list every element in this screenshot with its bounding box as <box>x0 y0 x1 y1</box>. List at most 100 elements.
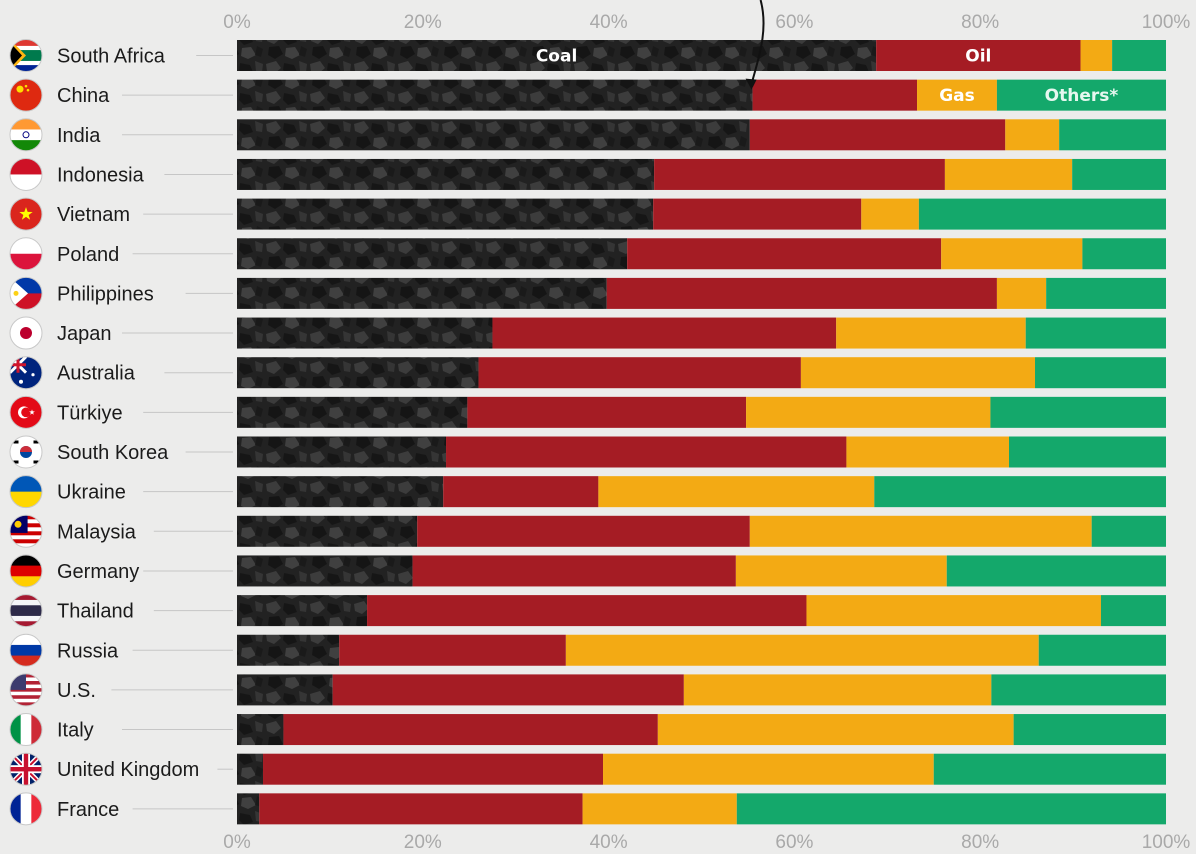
bar-oil-u-s <box>332 674 684 706</box>
row-ukraine: Ukraine <box>9 475 1166 509</box>
x-tick-top-2: 40% <box>590 12 628 33</box>
bar-coal-germany <box>237 555 413 587</box>
bar-gas-russia <box>565 634 1039 666</box>
country-label: Germany <box>57 561 139 583</box>
x-tick-bottom-2: 40% <box>590 832 628 853</box>
annotation-arrow-line <box>750 0 765 84</box>
bar-gas-india <box>1005 119 1060 151</box>
bar-others-ukraine <box>874 476 1166 508</box>
bar-oil-south-africa <box>876 40 1081 71</box>
row-russia: Russia <box>9 633 1166 667</box>
bar-gas-vietnam <box>861 198 919 230</box>
bar-oil-ukraine <box>443 476 599 508</box>
bar-others-china <box>996 79 1166 111</box>
bar-gas-germany <box>735 555 947 587</box>
row-japan: Japan <box>9 316 1166 350</box>
philippines-flag-icon <box>9 276 43 310</box>
bar-coal-south-africa <box>237 40 877 71</box>
bar-coal-u-s <box>237 674 333 706</box>
us-flag-icon <box>9 673 43 707</box>
bar-gas-italy <box>657 714 1014 746</box>
bar-oil-germany <box>412 555 736 587</box>
bar-others-t-rkiye <box>990 396 1166 428</box>
row-philippines: Philippines <box>9 276 1166 310</box>
row-t-rkiye: Türkiye <box>9 395 1166 429</box>
country-label: Italy <box>57 720 94 742</box>
vietnam-flag-icon <box>9 197 43 231</box>
bar-coal-malaysia <box>237 515 418 547</box>
russia-flag-icon <box>9 633 43 667</box>
bar-others-south-africa <box>1112 40 1166 71</box>
annotation-arrow-head <box>745 78 757 90</box>
row-united-kingdom: United Kingdom <box>9 752 1166 786</box>
bar-others-germany <box>946 555 1166 587</box>
country-label: Malaysia <box>57 521 137 543</box>
country-label: South Korea <box>57 442 169 464</box>
row-italy: Italy <box>9 713 1166 747</box>
indonesia-flag-icon <box>9 157 43 191</box>
bar-oil-united-kingdom <box>263 753 604 785</box>
bar-coal-france <box>237 793 260 825</box>
bar-coal-china <box>237 79 753 111</box>
bar-others-russia <box>1038 634 1166 666</box>
bar-coal-india <box>237 119 750 151</box>
country-label: Ukraine <box>57 482 126 504</box>
bar-coal-australia <box>237 357 479 389</box>
country-label: Japan <box>57 323 112 345</box>
thailand-flag-icon <box>9 594 43 628</box>
bar-gas-china <box>917 79 997 111</box>
bar-gas-indonesia <box>944 158 1073 190</box>
x-axis-top: 0% 20% 40% 60% 80% 100% <box>223 12 1190 33</box>
country-label: Russia <box>57 640 119 662</box>
x-tick-bottom-3: 60% <box>775 832 813 853</box>
bar-coal-poland <box>237 238 628 270</box>
segment-label-oil: Oil <box>965 47 991 67</box>
south-africa-flag-icon <box>9 39 43 72</box>
row-indonesia: Indonesia <box>9 157 1166 191</box>
row-china: China <box>9 78 1166 112</box>
china-flag-icon <box>9 78 43 112</box>
bar-gas-malaysia <box>749 515 1092 547</box>
bar-oil-poland <box>627 238 942 270</box>
row-thailand: Thailand <box>9 594 1166 628</box>
x-tick-top-3: 60% <box>775 12 813 33</box>
malaysia-flag-icon <box>9 514 43 548</box>
bar-gas-south-korea <box>846 436 1009 468</box>
bar-coal-thailand <box>237 595 368 627</box>
bar-coal-japan <box>237 317 493 349</box>
row-vietnam: Vietnam <box>9 197 1166 231</box>
south-korea-flag-icon <box>9 435 43 469</box>
bar-coal-t-rkiye <box>237 396 468 428</box>
bar-others-thailand <box>1100 595 1166 627</box>
bar-coal-indonesia <box>237 158 655 190</box>
bar-gas-ukraine <box>598 476 875 508</box>
bar-gas-south-africa <box>1080 40 1113 71</box>
bar-oil-russia <box>339 634 566 666</box>
row-u-s: U.S. <box>9 673 1166 707</box>
country-label: Vietnam <box>57 204 130 226</box>
x-tick-bottom-4: 80% <box>961 832 999 853</box>
country-label: Indonesia <box>57 164 145 186</box>
bar-gas-philippines <box>996 277 1047 309</box>
country-label: United Kingdom <box>57 759 199 781</box>
country-label: Thailand <box>57 601 134 623</box>
segment-label-gas: Gas <box>939 86 975 106</box>
bar-rows: South Africa China India Indonesia Vietnam Po… <box>9 39 1166 826</box>
row-south-korea: South Korea <box>9 435 1166 469</box>
row-india: India <box>9 118 1166 152</box>
bar-others-poland <box>1082 238 1166 270</box>
bar-others-japan <box>1025 317 1166 349</box>
bar-others-u-s <box>991 674 1166 706</box>
bar-coal-vietnam <box>237 198 654 230</box>
bar-oil-t-rkiye <box>467 396 747 428</box>
x-axis-bottom: 0% 20% 40% 60% 80% 100% <box>223 832 1190 853</box>
bar-gas-poland <box>941 238 1083 270</box>
x-tick-bottom-5: 100% <box>1142 832 1191 853</box>
bar-gas-australia <box>800 357 1036 389</box>
country-label: Philippines <box>57 283 154 305</box>
row-australia: Australia <box>9 356 1166 390</box>
bar-others-indonesia <box>1072 158 1166 190</box>
x-tick-top-1: 20% <box>404 12 442 33</box>
bar-others-south-korea <box>1008 436 1166 468</box>
